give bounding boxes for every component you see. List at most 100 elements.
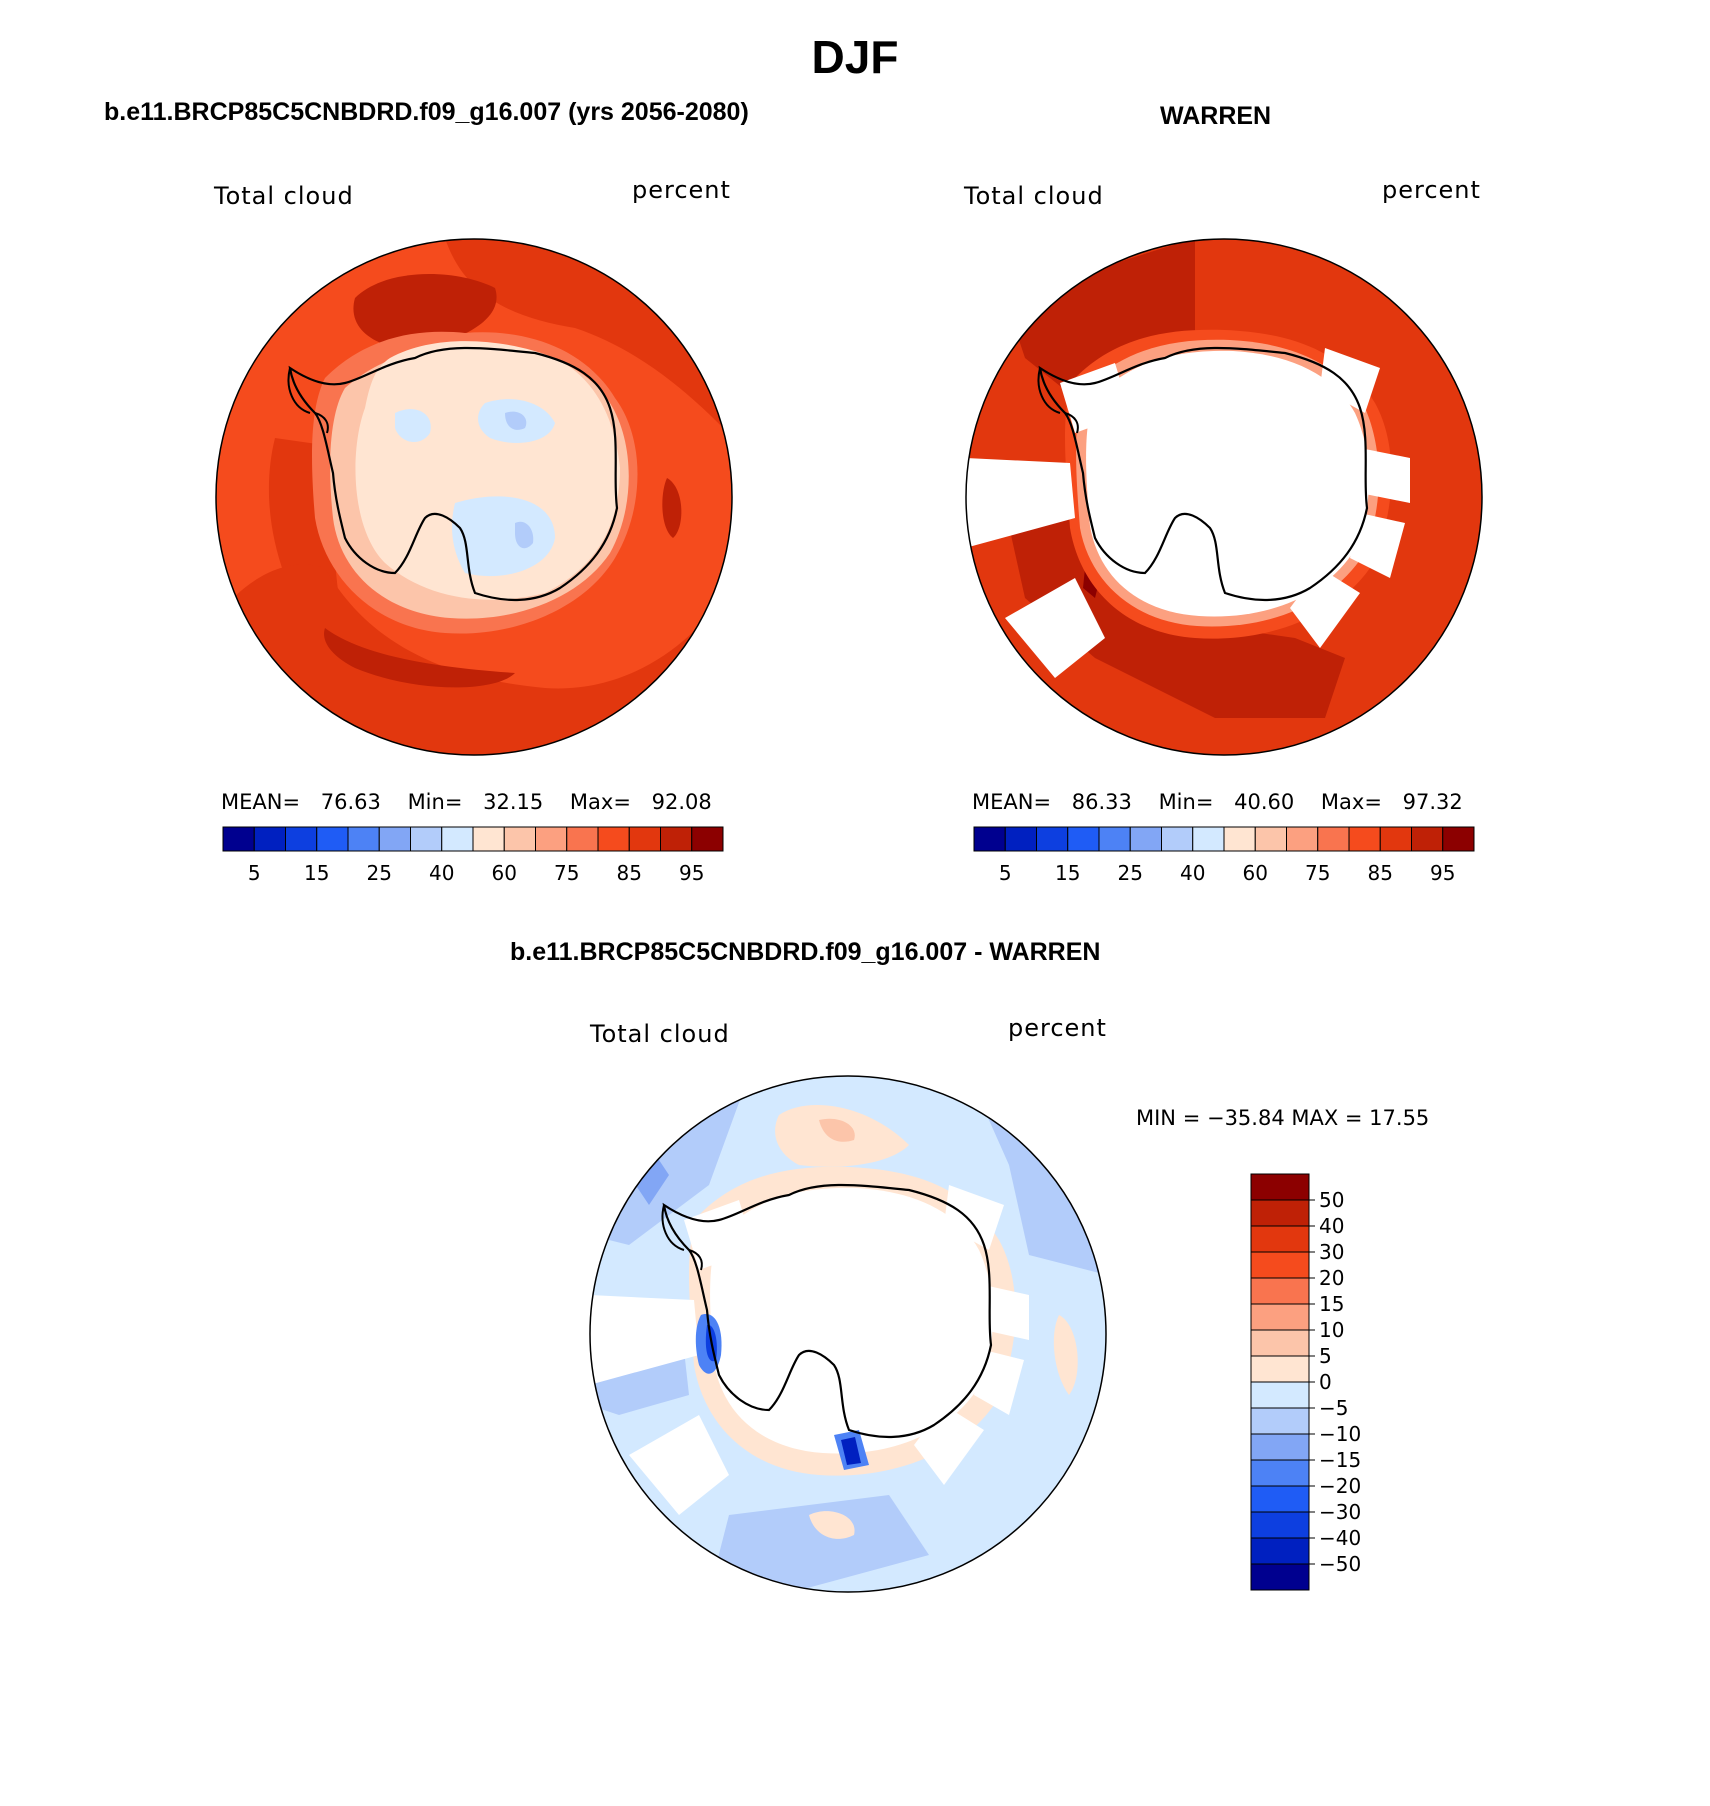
left-colorbar-box — [566, 826, 599, 852]
right-colorbar-label: 85 — [1368, 861, 1393, 885]
diff-colorbar-box — [1250, 1407, 1310, 1435]
right-map-missing-data — [1290, 568, 1360, 648]
right-colorbar-label: 60 — [1243, 861, 1268, 885]
diff-map — [589, 1075, 1107, 1593]
right-stat-mean-label: MEAN= — [972, 790, 1052, 814]
left-colorbar-box — [628, 826, 661, 852]
right-colorbar-box — [1192, 826, 1225, 852]
diff-map-missing-data — [590, 1295, 699, 1385]
left-map-max-zone — [353, 274, 497, 349]
left-colorbar-label: 75 — [554, 861, 579, 885]
right-map-coastline — [1038, 346, 1369, 601]
diff-map-negative-zone — [709, 1495, 929, 1592]
diff-colorbar-box — [1250, 1225, 1310, 1253]
left-stat-max-label: Max= — [569, 790, 631, 814]
right-colorbar-box — [973, 826, 1006, 852]
diff-colorbar-box — [1250, 1485, 1310, 1513]
diff-map-peninsula — [661, 1204, 703, 1271]
left-stat-min-label: Min= — [407, 790, 463, 814]
diff-colorbar-box — [1250, 1563, 1310, 1591]
right-colorbar-box — [1223, 826, 1256, 852]
diff-map-positive-zone — [809, 1511, 855, 1539]
diff-colorbar-label: 10 — [1319, 1318, 1344, 1342]
diff-colorbar-label: 30 — [1319, 1240, 1344, 1264]
left-colorbar-box — [347, 826, 380, 852]
left-colorbar: 5 15 25 40 60 75 85 95 — [222, 826, 724, 885]
diff-map-missing-data — [710, 1187, 993, 1454]
left-colorbar-box — [410, 826, 443, 852]
right-colorbar-box — [1161, 826, 1194, 852]
diff-colorbar-box — [1250, 1303, 1310, 1331]
right-map-border — [965, 238, 1483, 756]
diff-colorbar-label: 40 — [1319, 1214, 1344, 1238]
left-map-low-zone — [515, 521, 534, 549]
right-stat-max-label: Max= — [1320, 790, 1382, 814]
figure-title: DJF — [811, 31, 899, 83]
left-colorbar-box — [535, 826, 568, 852]
diff-colorbar-label: −5 — [1319, 1396, 1348, 1420]
left-map-low-zone — [452, 496, 555, 577]
left-stat-mean: 76.63 — [320, 790, 381, 814]
diff-colorbar-label: 0 — [1319, 1370, 1332, 1394]
left-colorbar-label: 85 — [617, 861, 642, 885]
diff-minmax: MIN = −35.84 MAX = 17.55 — [1136, 1106, 1430, 1130]
diff-colorbar-box — [1250, 1511, 1310, 1539]
diff-colorbar-label: −50 — [1319, 1552, 1361, 1576]
diff-map-coastline — [662, 1183, 993, 1438]
diff-colorbar-box — [1250, 1251, 1310, 1279]
left-map-peninsula — [287, 367, 329, 434]
left-units-label: percent — [632, 176, 731, 204]
right-colorbar-label: 40 — [1180, 861, 1205, 885]
right-colorbar-box — [1286, 826, 1319, 852]
diff-colorbar-label: −15 — [1319, 1448, 1361, 1472]
left-stat-max: 92.08 — [651, 790, 712, 814]
diff-colorbar-box — [1250, 1173, 1310, 1201]
diff-colorbar-box — [1250, 1199, 1310, 1227]
right-stat-min-label: Min= — [1158, 790, 1214, 814]
right-map-missing-data — [1360, 448, 1410, 503]
diff-panel-title: b.e11.BRCP85C5CNBDRD.f09_g16.007 - WARRE… — [510, 938, 1101, 966]
right-stat-min: 40.60 — [1234, 790, 1295, 814]
diff-variable-label: Total cloud — [590, 1020, 730, 1048]
left-colorbar-box — [222, 826, 255, 852]
left-colorbar-box — [660, 826, 693, 852]
diff-map-border — [589, 1075, 1107, 1593]
left-colorbar-label: 40 — [429, 861, 454, 885]
right-map-peninsula — [1037, 367, 1079, 434]
left-map — [215, 238, 733, 756]
left-colorbar-label: 60 — [492, 861, 517, 885]
diff-map-missing-data — [629, 1415, 729, 1515]
right-colorbar-box — [1067, 826, 1100, 852]
left-colorbar-box — [441, 826, 474, 852]
right-colorbar-box — [1379, 826, 1412, 852]
diff-map-missing-data — [684, 1200, 754, 1270]
right-units-label: percent — [1382, 176, 1481, 204]
left-map-band — [216, 564, 732, 755]
diff-units-label: percent — [1008, 1014, 1107, 1042]
diff-colorbar-label: 5 — [1319, 1344, 1332, 1368]
left-colorbar-label: 15 — [304, 861, 329, 885]
diff-colorbar-label: −20 — [1319, 1474, 1361, 1498]
left-stat-mean-label: MEAN= — [221, 790, 301, 814]
right-colorbar-box — [1442, 826, 1475, 852]
diff-map-missing-data — [984, 1285, 1029, 1340]
diff-colorbar-box — [1250, 1277, 1310, 1305]
right-map-missing-data — [1350, 513, 1405, 578]
right-colorbar-box — [1348, 826, 1381, 852]
left-colorbar-box — [503, 826, 536, 852]
left-map-low-zone — [505, 411, 527, 430]
left-colorbar-box — [691, 826, 724, 852]
right-colorbar-box — [1254, 826, 1287, 852]
left-variable-label: Total cloud — [214, 182, 354, 210]
right-map-missing-data — [1060, 363, 1130, 433]
left-panel-title: b.e11.BRCP85C5CNBDRD.f09_g16.007 (yrs 20… — [104, 98, 749, 126]
diff-map-positive-zone — [819, 1118, 855, 1142]
right-colorbar-box — [1411, 826, 1444, 852]
diff-colorbar-label: 20 — [1319, 1266, 1344, 1290]
left-colorbar-box — [597, 826, 630, 852]
left-colorbar-box — [378, 826, 411, 852]
diff-map-positive-zone — [1053, 1315, 1078, 1395]
right-map-missing-data — [1005, 578, 1105, 678]
left-colorbar-label: 25 — [367, 861, 392, 885]
